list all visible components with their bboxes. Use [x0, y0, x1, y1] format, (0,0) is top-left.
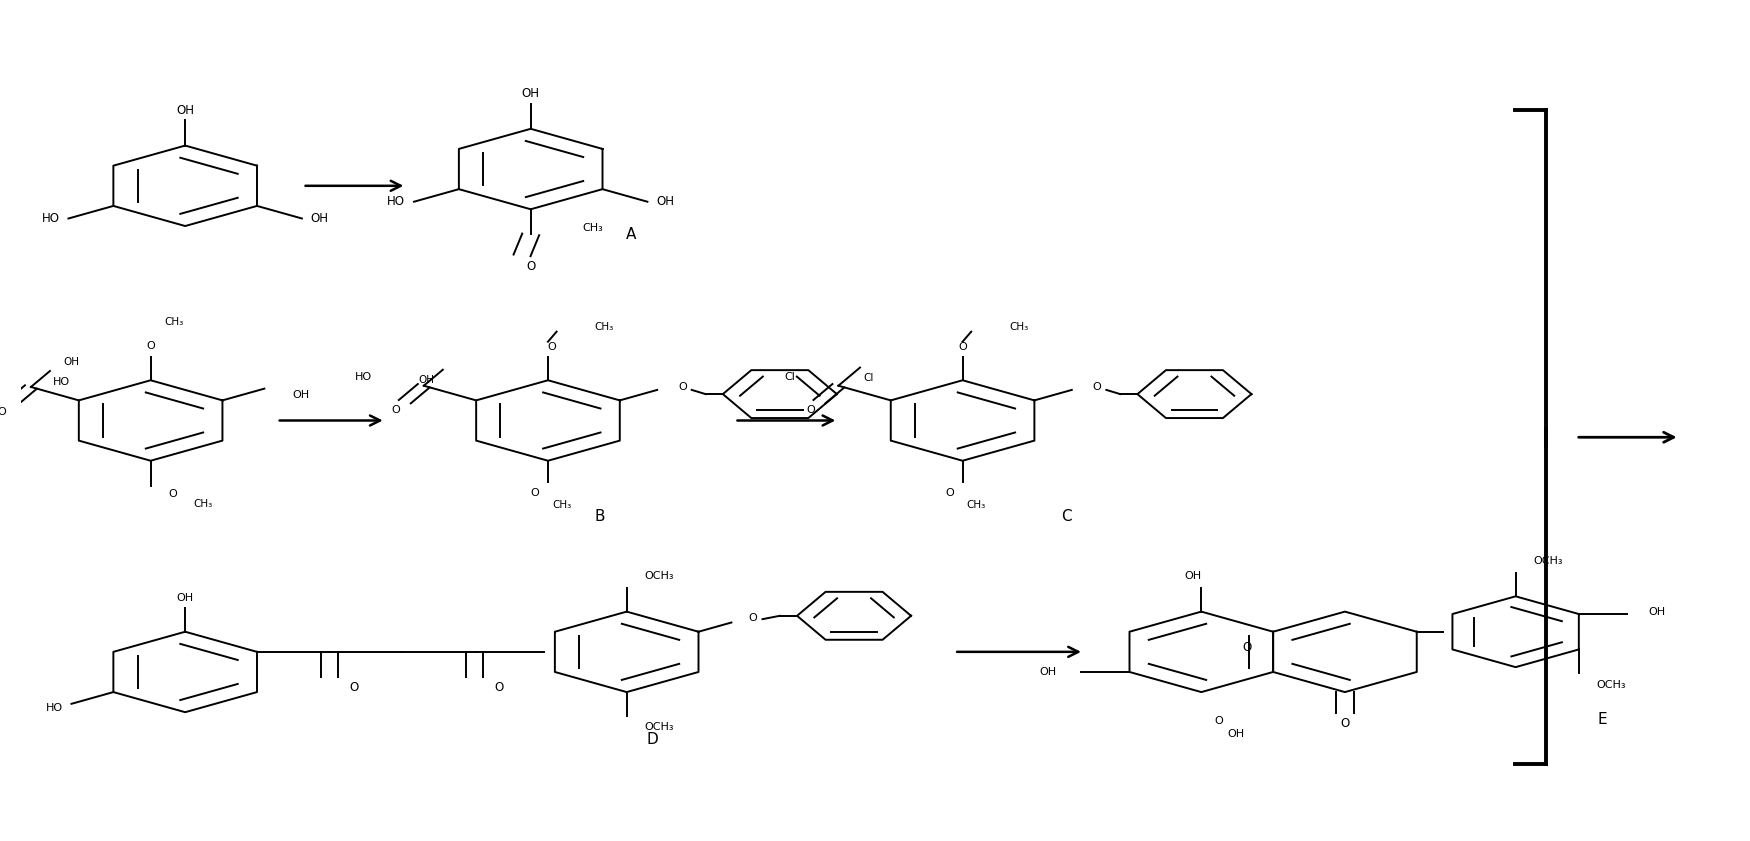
Text: Cl: Cl [863, 373, 873, 383]
Text: OH: OH [1040, 667, 1057, 677]
Text: O: O [527, 260, 536, 272]
Text: CH₃: CH₃ [164, 316, 184, 326]
Text: O: O [168, 489, 177, 500]
Text: OH: OH [1185, 571, 1200, 581]
Text: A: A [626, 227, 635, 242]
Text: O: O [348, 680, 359, 694]
Text: CH₃: CH₃ [966, 500, 985, 510]
Text: O: O [959, 341, 968, 352]
Text: CH₃: CH₃ [1010, 322, 1029, 332]
Text: O: O [807, 405, 816, 415]
Text: OH: OH [1227, 729, 1244, 739]
Text: OH: OH [310, 212, 329, 225]
Text: O: O [677, 382, 686, 392]
Text: HO: HO [46, 703, 63, 713]
Text: OH: OH [522, 87, 539, 100]
Text: OCH₃: OCH₃ [644, 722, 674, 733]
Text: OH: OH [1648, 607, 1664, 617]
Text: O: O [945, 489, 954, 499]
Text: CH₃: CH₃ [595, 322, 614, 332]
Text: CH₃: CH₃ [194, 500, 214, 510]
Text: OH: OH [292, 390, 310, 400]
Text: O: O [0, 407, 5, 416]
Text: B: B [595, 510, 605, 525]
Text: CH₃: CH₃ [583, 223, 604, 233]
Text: OH: OH [177, 103, 194, 117]
Text: O: O [548, 341, 556, 352]
Text: O: O [147, 341, 156, 351]
Text: O: O [1340, 717, 1349, 731]
Text: O: O [1214, 717, 1223, 727]
Text: O: O [530, 489, 539, 499]
Text: C: C [1060, 510, 1071, 525]
Text: O: O [749, 613, 758, 623]
Text: E: E [1598, 712, 1606, 727]
Text: O: O [1242, 641, 1251, 654]
Text: O: O [493, 680, 504, 694]
Text: HO: HO [42, 212, 60, 225]
Text: HO: HO [387, 195, 406, 209]
Text: D: D [648, 733, 658, 748]
Text: OH: OH [63, 357, 79, 368]
Text: O: O [1092, 382, 1101, 392]
Text: OH: OH [418, 375, 434, 385]
Text: OCH₃: OCH₃ [1596, 680, 1626, 690]
Text: OCH₃: OCH₃ [644, 571, 674, 581]
Text: HO: HO [52, 377, 70, 387]
Text: Cl: Cl [784, 373, 794, 383]
Text: OH: OH [656, 195, 674, 209]
Text: O: O [392, 405, 401, 415]
Text: CH₃: CH₃ [553, 500, 572, 510]
Text: OH: OH [177, 593, 194, 603]
Text: HO: HO [355, 373, 373, 383]
Text: OCH₃: OCH₃ [1533, 556, 1563, 566]
